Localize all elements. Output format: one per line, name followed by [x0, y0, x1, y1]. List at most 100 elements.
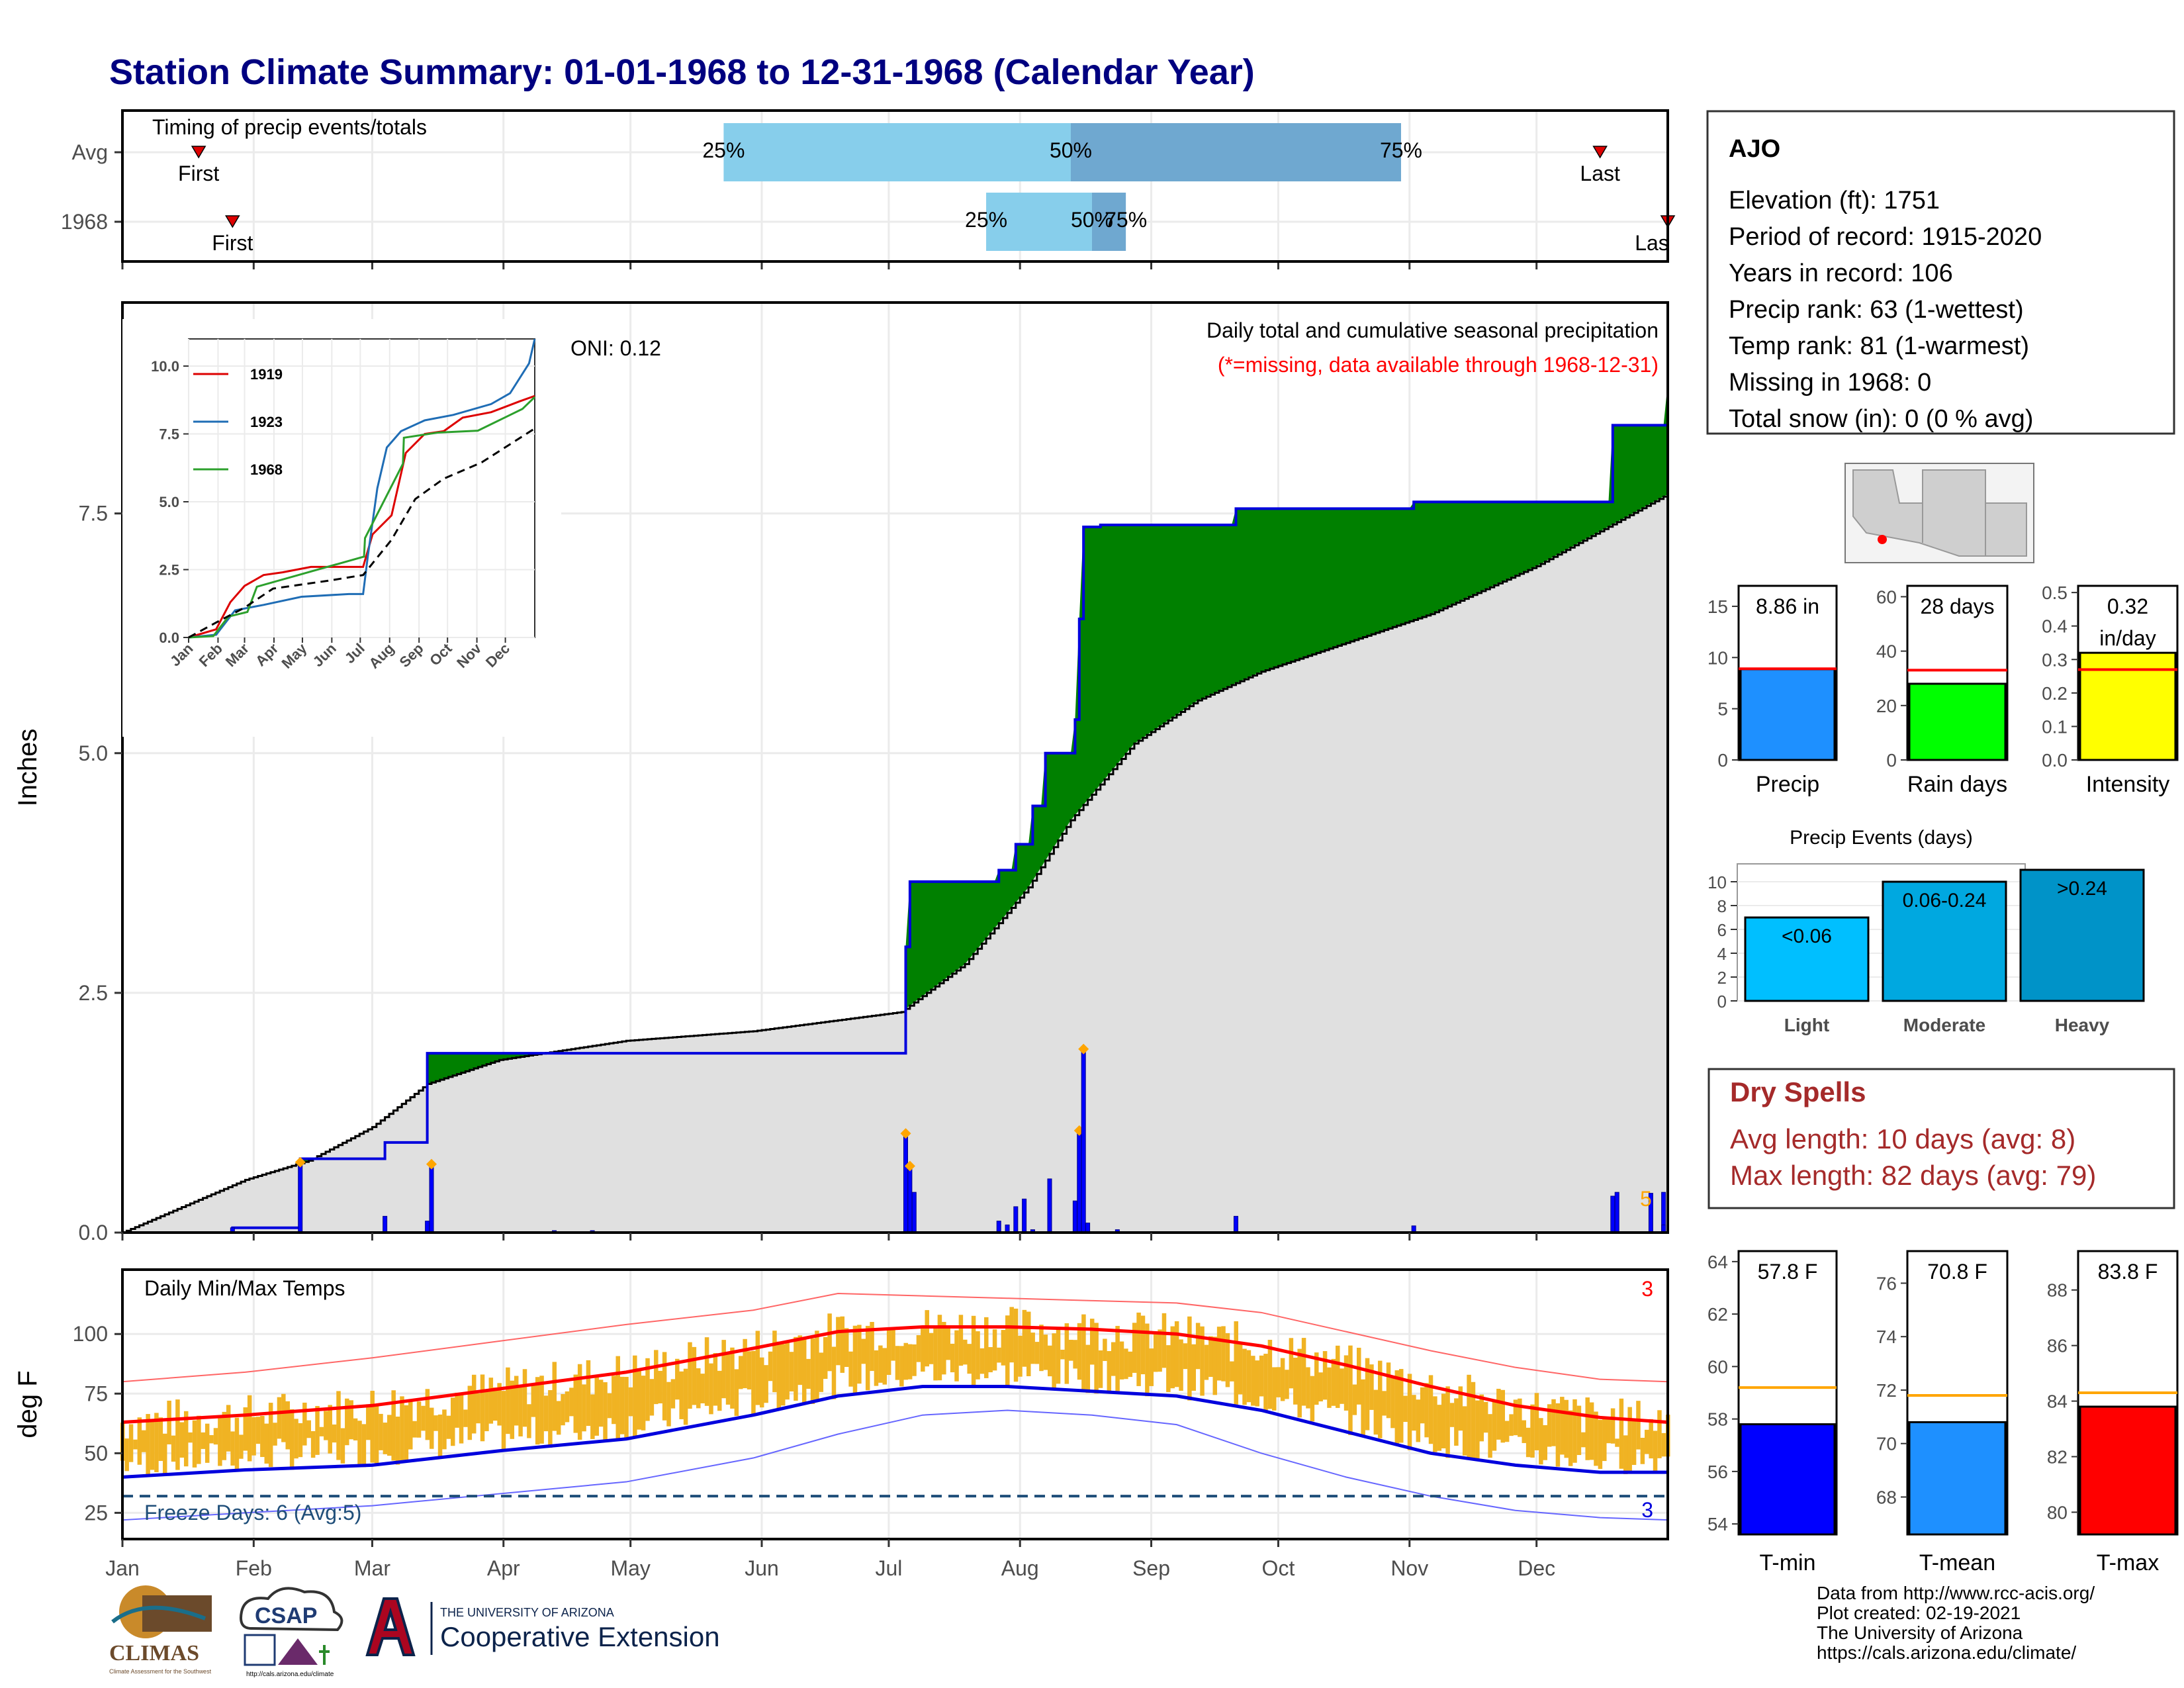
- temps-x-tick-label: Nov: [1390, 1556, 1428, 1580]
- events-bar: [2019, 868, 2145, 1002]
- temps-daily-range-bar: [1195, 1323, 1201, 1370]
- temperature-panel: 25 50 75 100 Jan Feb Mar Apr May Jun Jul Aug Sep Oct N…: [13, 1268, 1670, 1580]
- precip-plot-border: [121, 301, 1669, 1234]
- temps-daily-range-bar: [1657, 1410, 1662, 1458]
- events-bar-label: >0.24: [2057, 878, 2107, 900]
- ua-logo-small-text: THE UNIVERSITY OF ARIZONA: [440, 1606, 614, 1619]
- temps-daily-range-bar: [633, 1355, 637, 1439]
- temps-daily-range-bar: [743, 1338, 747, 1389]
- temps-daily-range-bar: [1022, 1309, 1027, 1367]
- temps-daily-range-bar: [1043, 1335, 1048, 1370]
- temps-daily-range-bar: [408, 1401, 413, 1450]
- temps-daily-range-bar: [1653, 1430, 1658, 1474]
- temps-daily-range-bar: [1034, 1342, 1040, 1364]
- precip-daily-bar: [1072, 1200, 1077, 1233]
- temps-y-tick-label: 50: [84, 1441, 108, 1465]
- temps-daily-range-bar: [1348, 1345, 1353, 1435]
- precip-daily-bar: [383, 1215, 388, 1233]
- temps-daily-range-bar: [1310, 1376, 1315, 1422]
- temps-daily-range-bar: [1068, 1339, 1073, 1361]
- temps-x-tick-label: Sep: [1132, 1556, 1170, 1580]
- temps-x-tick-label: Jul: [875, 1556, 902, 1580]
- temps-daily-range-bar: [294, 1419, 298, 1459]
- temps-daily-range-bar: [492, 1387, 498, 1421]
- temps-daily-range-bar: [277, 1397, 282, 1439]
- temps-daily-range-bar: [1640, 1438, 1645, 1464]
- temps-daily-range-bar: [425, 1389, 430, 1440]
- climas-logo: CLIMAS Climate Assessment for the Southw…: [109, 1585, 212, 1675]
- t-mean-y-tick-label: 76: [1876, 1273, 1897, 1293]
- temps-daily-range-bar: [1369, 1364, 1374, 1410]
- temps-daily-range-bar: [891, 1327, 895, 1361]
- temps-daily-range-bar: [734, 1369, 739, 1416]
- temps-daily-range-bar: [324, 1411, 328, 1440]
- t-max-y-tick-label: 82: [2047, 1447, 2068, 1468]
- timing-label-25: 25%: [965, 208, 1007, 232]
- timing-label-75: 75%: [1380, 138, 1422, 162]
- temps-daily-range-bar: [548, 1390, 553, 1448]
- temps-daily-range-bar: [1089, 1319, 1095, 1365]
- t-max-y-tick-label: 86: [2047, 1336, 2068, 1356]
- temps-daily-range-bar: [467, 1385, 473, 1440]
- temps-daily-range-bar: [946, 1329, 950, 1360]
- temps-daily-range-bar: [552, 1362, 557, 1431]
- temps-daily-range-bar: [1539, 1418, 1543, 1465]
- temps-daily-range-bar: [878, 1345, 883, 1383]
- temps-daily-range-bar: [1412, 1395, 1416, 1431]
- temps-daily-range-bar: [874, 1350, 879, 1386]
- temps-daily-range-bar: [395, 1417, 400, 1465]
- info-box-frame: [1706, 110, 2175, 435]
- temps-daily-range-bar: [1225, 1333, 1230, 1387]
- temps-daily-range-bar: [1398, 1369, 1404, 1443]
- temps-daily-range-bar: [709, 1363, 713, 1415]
- precip-oni-label: ONI: 0.12: [570, 336, 661, 360]
- temps-daily-range-bar: [345, 1398, 349, 1446]
- temps-daily-range-bar: [1390, 1378, 1395, 1429]
- temps-daily-range-bar: [459, 1392, 464, 1444]
- temps-daily-range-bar: [1191, 1344, 1197, 1391]
- temps-daily-range-bar: [755, 1331, 760, 1405]
- temps-daily-range-bar: [273, 1423, 277, 1446]
- temps-daily-range-bar: [1170, 1326, 1175, 1389]
- temps-daily-range-bar: [1077, 1323, 1082, 1380]
- temps-daily-range-bar: [1543, 1425, 1547, 1460]
- precip-total-y-tick-label: 0: [1717, 750, 1728, 771]
- temps-daily-range-bar: [958, 1315, 964, 1366]
- temps-daily-range-bar: [497, 1383, 502, 1426]
- timing-bar-25-50: [723, 123, 1071, 181]
- intensity-y-tick-label: 0.4: [2042, 616, 2068, 637]
- temps-daily-range-bar: [683, 1368, 688, 1425]
- temps-record-min-line: [122, 1409, 1668, 1521]
- temps-daily-range-bar: [725, 1352, 731, 1405]
- temps-daily-range-bar: [1500, 1389, 1506, 1443]
- temps-daily-range-bar: [298, 1423, 303, 1458]
- precip-daily-bar: [996, 1221, 1001, 1233]
- intensity-y-tick-label: 0.0: [2042, 750, 2068, 771]
- temps-daily-range-bar: [1467, 1374, 1471, 1458]
- t-mean-y-tick-label: 72: [1876, 1380, 1897, 1401]
- temps-daily-range-bar: [1259, 1355, 1264, 1397]
- temps-daily-range-bar: [1212, 1336, 1217, 1395]
- temps-daily-range-bar: [175, 1399, 180, 1470]
- temps-daily-range-bar: [823, 1336, 828, 1380]
- logo-strip: CLIMAS Climate Assessment for the Southw…: [106, 1582, 768, 1681]
- precip-y-tick-label: 2.5: [79, 981, 108, 1005]
- temps-daily-range-bar: [1568, 1410, 1573, 1466]
- summary-bar-charts: 8.86 in 0 5 10 15 Precip 28 days 0 20 40 60 Rain da…: [1707, 583, 2179, 797]
- precip-daily-bar: [1610, 1196, 1615, 1233]
- temps-daily-range-bar: [662, 1352, 667, 1421]
- temps-daily-range-bar: [861, 1338, 866, 1364]
- temps-daily-range-bar: [527, 1404, 531, 1438]
- temps-daily-range-bar: [379, 1413, 383, 1450]
- temps-daily-range-bar: [1208, 1336, 1213, 1378]
- temps-daily-range-bar: [1140, 1315, 1146, 1375]
- precip-daily-bar: [425, 1221, 430, 1233]
- t-min-y-tick-label: 64: [1707, 1252, 1728, 1272]
- temps-daily-range-bar: [319, 1427, 324, 1436]
- temps-daily-range-bar: [1504, 1421, 1510, 1442]
- map-states: [1852, 469, 2027, 557]
- temps-daily-range-bar: [1115, 1326, 1120, 1391]
- dry-box-frame: [1707, 1068, 2175, 1209]
- temps-daily-range-bar: [886, 1329, 891, 1375]
- temps-daily-range-bar: [1606, 1419, 1611, 1444]
